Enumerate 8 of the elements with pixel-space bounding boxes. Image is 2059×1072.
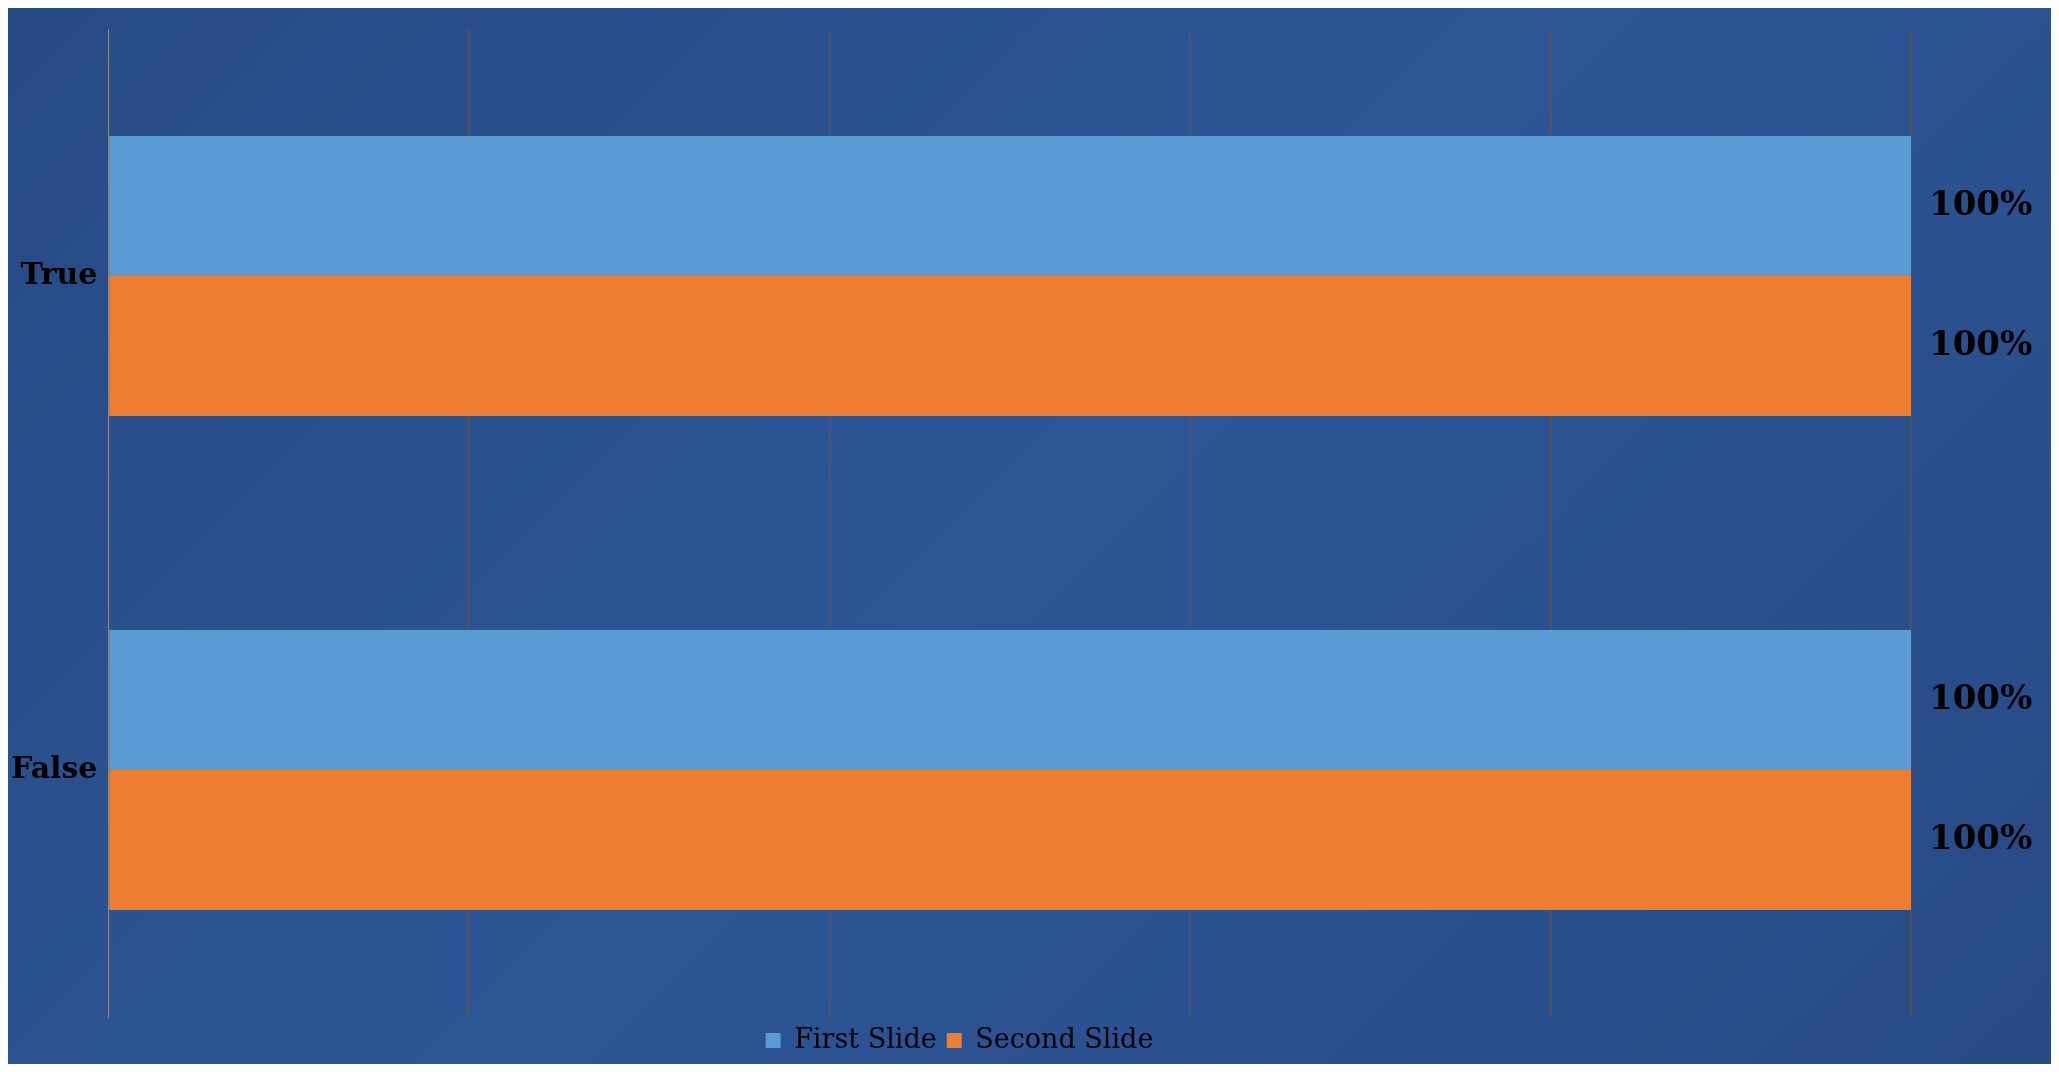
y-tick-label: False — [10, 749, 98, 785]
data-label: 100% — [1929, 322, 2033, 363]
data-label: 100% — [1929, 816, 2033, 857]
legend-label: Second Slide — [975, 1022, 1154, 1054]
data-label: 100% — [1929, 676, 2033, 717]
legend-label: First Slide — [794, 1022, 937, 1054]
y-tick-label: True — [20, 255, 98, 291]
data-label: 100% — [1929, 182, 2033, 223]
